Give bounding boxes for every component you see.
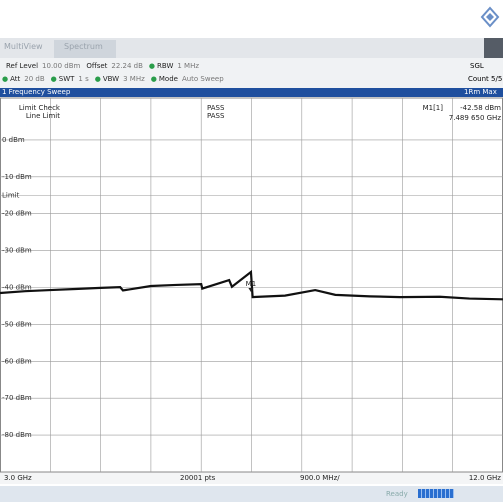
setting-label: Mode — [158, 75, 178, 83]
trace-label: 1Rm Max — [464, 88, 497, 96]
x-stop: 12.0 GHz — [469, 474, 501, 482]
marker-name: M1[1] — [423, 104, 444, 112]
span-per-div: 900.0 MHz/ — [300, 474, 340, 482]
limit-check-label: Limit Check — [19, 104, 61, 112]
status: Ready — [386, 490, 408, 498]
y-tick-label: -20 dBm — [2, 210, 32, 218]
setting-value: 3 MHz — [123, 75, 145, 83]
limit-label: Limit — [2, 191, 20, 199]
y-tick-label: -30 dBm — [2, 247, 32, 255]
tab-bar — [0, 38, 503, 58]
settings-panel — [0, 58, 503, 88]
setting-label: VBW — [102, 75, 120, 83]
marker-level: -42.58 dBm — [460, 104, 501, 112]
marker — [248, 288, 254, 293]
bullet: ● — [2, 75, 9, 83]
setting-value: 22.24 dB — [111, 62, 143, 70]
y-tick-label: -80 dBm — [2, 431, 32, 439]
tab-bg — [54, 40, 116, 58]
limit-check-result: PASS — [207, 104, 225, 112]
y-tick-label: -60 dBm — [2, 357, 32, 365]
setting-value: 20 dB — [24, 75, 45, 83]
limit-check-result: PASS — [207, 112, 225, 120]
setting-label: SWT — [58, 75, 75, 83]
marker-label: M1 — [246, 280, 257, 288]
marker-frequency: 7.489 650 GHz — [449, 114, 502, 122]
setting-value: Auto Sweep — [181, 75, 224, 83]
setting-value: 1 MHz — [177, 62, 200, 70]
setting-label: Ref Level — [6, 62, 39, 70]
y-tick-label: 0 dBm — [2, 136, 25, 144]
window-title: 1 Frequency Sweep — [2, 88, 71, 96]
status-bar — [0, 486, 503, 502]
bullet: ● — [94, 75, 101, 83]
setting-label: Att — [10, 75, 21, 83]
y-tick-label: -50 dBm — [2, 320, 32, 328]
tab[interactable]: Spectrum — [64, 42, 103, 51]
footer — [0, 472, 503, 484]
window-bar — [0, 88, 503, 97]
tab[interactable]: MultiView — [4, 42, 43, 51]
menu-button[interactable] — [484, 38, 503, 58]
x-start: 3.0 GHz — [4, 474, 32, 482]
progress — [418, 489, 454, 498]
settings-row: Ref Level 10.00 dBm Offset 22.24 dB ● RBW 1 MH… — [6, 62, 205, 70]
y-tick-label: -40 dBm — [2, 284, 32, 292]
setting-value: 10.00 dBm — [42, 62, 81, 70]
y-tick-label: -10 dBm — [2, 173, 32, 181]
sweep-mode: SGL — [470, 62, 484, 70]
bullet: ● — [50, 75, 57, 83]
sweep-count: Count 5/5 — [468, 75, 503, 83]
bullet: ● — [148, 62, 156, 70]
points: 20001 pts — [180, 474, 216, 482]
setting-label: Offset — [86, 62, 108, 70]
limit-check-label: Line Limit — [26, 112, 60, 120]
logo — [480, 6, 500, 28]
trace — [0, 269, 503, 301]
bullet: ● — [150, 75, 157, 83]
setting-label: RBW — [157, 62, 174, 70]
settings-row: ● Att 20 dB ● SWT 1 s ● VBW 3 MHz ● Mode Auto Sweep — [2, 75, 230, 83]
setting-value: 1 s — [78, 75, 89, 83]
y-tick-label: -70 dBm — [2, 394, 32, 402]
